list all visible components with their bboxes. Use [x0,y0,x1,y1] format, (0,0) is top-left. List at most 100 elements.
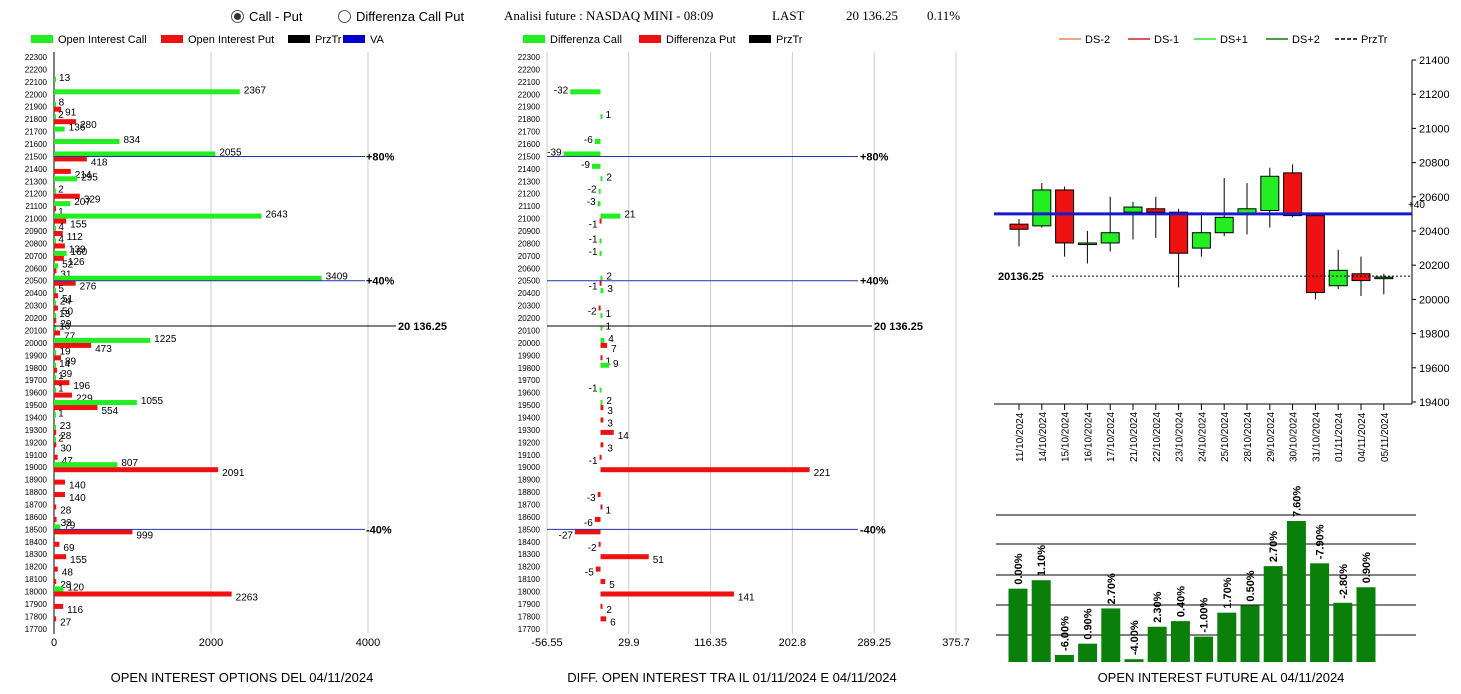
y-tick-label: 20700 [25,252,48,261]
oi-future-bar [1031,580,1051,662]
diff-put-bar [600,442,604,448]
diff-call-value-label: -1 [589,234,598,245]
va-line-label: +80% [860,151,889,163]
diff-put-value-label: 141 [738,592,755,603]
y-tick-label: 21400 [1419,55,1450,67]
va-line-label: +40% [366,276,395,288]
put-bar [54,529,133,535]
diff-put-value-label: -27 [559,530,574,541]
radio-differenza[interactable]: Differenza Call Put [338,9,464,24]
call-bar [54,250,67,256]
diff-put-value-label: 5 [609,580,615,591]
y-tick-label: 20000 [25,339,48,348]
candle-body [1191,232,1211,249]
y-tick-label: 17700 [518,625,541,634]
page-title: Analisi future : NASDAQ MINI - 08:09 [504,8,714,23]
diff-put-bar [599,218,602,224]
y-tick-label: 19600 [1419,363,1450,375]
diff-call-bar [600,313,603,319]
call-bar [54,101,56,107]
diff-put-value-label: -1 [589,220,598,231]
call-bar [54,201,71,207]
x-tick-label: 21/10/2024 [1129,412,1140,462]
put-bar [54,243,65,249]
put-bar [54,318,57,324]
legend-swatch [288,35,310,43]
call-bar [54,263,59,269]
call-value-label: 2 [58,110,64,121]
oi-future-value-label: 0.90% [1361,552,1373,583]
price-line-label: 20136.25 [998,271,1044,283]
y-tick-label: 20600 [518,264,541,273]
diff-call-value-label: 3 [607,284,613,295]
y-tick-label: 18900 [518,476,541,485]
oi-future-bar [1054,654,1074,662]
radio-differenza-indicator[interactable] [338,10,351,23]
radio-call-put-label: Call - Put [249,9,303,24]
y-tick-label: 19400 [1419,397,1450,409]
put-value-label: 31 [60,269,72,280]
put-bar [54,429,57,435]
oi-future-value-label: 2.30% [1152,591,1164,622]
oi-future-value-label: 0.50% [1245,570,1257,601]
y-tick-label: 19600 [25,389,48,398]
radio-call-put[interactable]: Call - Put [231,9,302,24]
y-tick-label: 21200 [518,190,541,199]
put-value-label: 51 [62,294,74,305]
call-bar [54,114,56,120]
candle-body [1169,211,1189,254]
put-value-label: 139 [69,244,86,255]
diff-put-bar [599,280,602,286]
call-value-label: 1055 [141,396,164,407]
diff-put-bar [600,591,734,597]
chart-title: OPEN INTEREST OPTIONS DEL 04/11/2024 [111,670,374,685]
y-tick-label: 20400 [25,289,48,298]
oi-future-value-label: -1.00% [1199,598,1211,633]
y-tick-label: 21100 [25,202,47,211]
put-value-label: 28 [60,505,72,516]
y-tick-label: 21000 [1419,123,1450,135]
radio-call-put-indicator[interactable] [231,10,244,23]
oi-future-bar [1333,602,1353,662]
va-line-label: +80% [366,151,395,163]
y-tick-label: 19500 [25,401,48,410]
chart-title: OPEN INTEREST FUTURE AL 04/11/2024 [1098,670,1345,685]
diff-call-bar [591,163,601,169]
y-tick-label: 21000 [518,215,541,224]
x-tick-label: 24/10/2024 [1197,412,1208,462]
put-bar [54,479,65,485]
diff-put-value-label: 2 [606,605,612,616]
diff-call-bar [598,188,601,194]
y-tick-label: 20500 [25,277,48,286]
put-bar [54,467,219,473]
x-tick-label: 25/10/2024 [1220,412,1231,462]
diff-call-bar [599,238,602,244]
call-bar [54,337,151,343]
candle-body [1100,232,1120,244]
put-bar [54,603,64,609]
put-value-label: 28 [60,580,72,591]
put-bar [54,541,60,547]
y-tick-label: 19500 [518,401,541,410]
y-tick-label: 17800 [25,612,48,621]
diff-put-bar [600,579,606,585]
y-tick-label: 21900 [518,103,541,112]
call-value-label: 52 [62,259,74,270]
y-tick-label: 18500 [25,525,48,534]
put-bar [54,119,76,125]
va-line-label: -40% [860,524,886,536]
y-tick-label: 19100 [518,451,541,460]
y-tick-label: 18200 [25,563,48,572]
last-label: LAST [772,8,805,23]
diff-put-value-label: 6 [610,617,616,628]
legend-label: Open Interest Call [58,34,147,46]
x-tick-label: 30/10/2024 [1289,412,1300,462]
put-value-label: 48 [62,568,74,579]
call-bar [54,176,78,182]
y-tick-label: 20100 [518,326,541,335]
put-bar [54,255,64,261]
y-tick-label: 19700 [25,376,48,385]
call-value-label: 79 [64,520,76,531]
oi-future-value-label: 7.60% [1291,486,1303,517]
